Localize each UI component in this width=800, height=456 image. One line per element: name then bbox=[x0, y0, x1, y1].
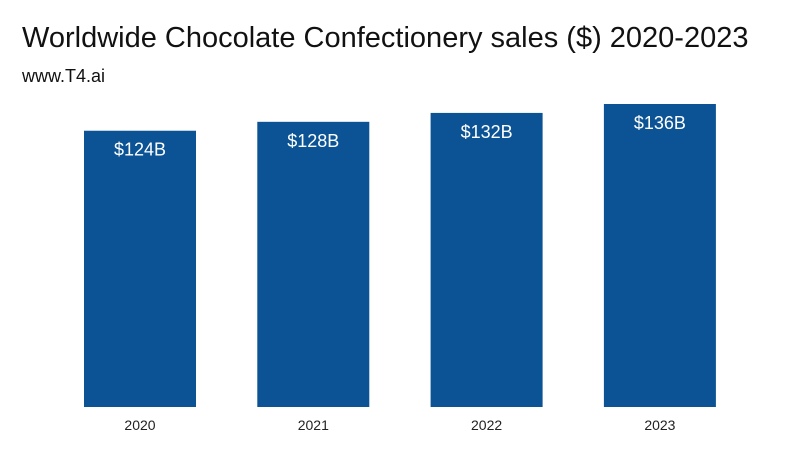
chart-subtitle: www.T4.ai bbox=[22, 66, 106, 86]
data-label-2022: $132B bbox=[461, 122, 513, 142]
x-tick-label-2023: 2023 bbox=[644, 417, 675, 433]
bar-2023 bbox=[603, 104, 716, 407]
data-label-2023: $136B bbox=[634, 113, 686, 133]
bar-2020 bbox=[84, 130, 196, 407]
bar-2022 bbox=[430, 112, 543, 407]
chart-title: Worldwide Chocolate Confectionery sales … bbox=[22, 22, 749, 54]
x-tick-label-2021: 2021 bbox=[298, 417, 329, 433]
data-label-2021: $128B bbox=[287, 131, 339, 151]
data-label-2020: $124B bbox=[114, 140, 166, 160]
x-tick-label-2020: 2020 bbox=[124, 417, 155, 433]
x-tick-label-2022: 2022 bbox=[471, 417, 502, 433]
bar-2021 bbox=[257, 121, 370, 407]
